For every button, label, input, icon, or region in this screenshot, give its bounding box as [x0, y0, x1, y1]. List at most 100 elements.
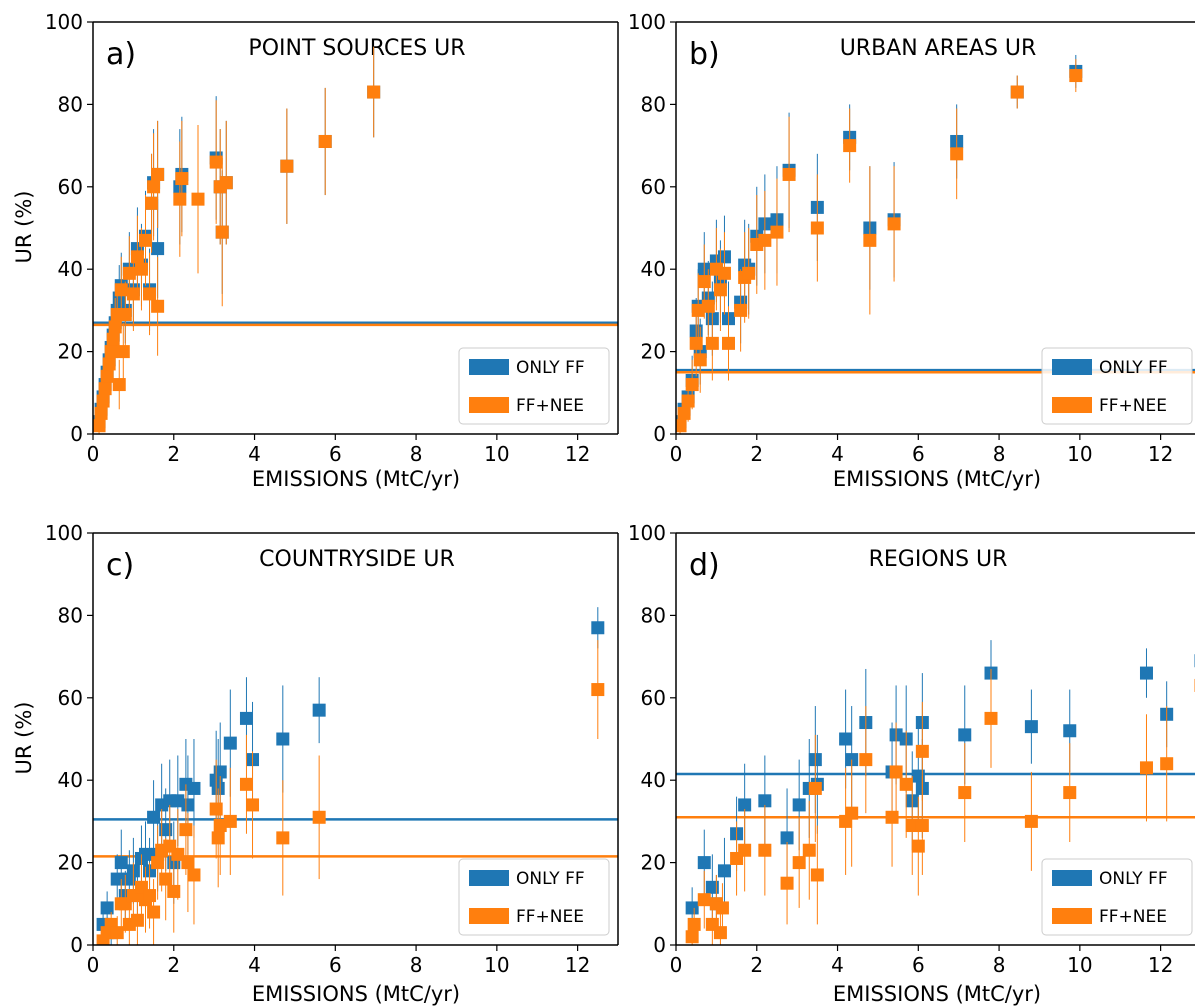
- x-tick-label: 2: [167, 953, 180, 977]
- data-point-ff-nee: [911, 839, 925, 853]
- x-tick-label: 0: [87, 953, 100, 977]
- data-point-ff-nee: [318, 134, 332, 148]
- data-point-only-ff: [151, 242, 165, 256]
- data-point-ff-nee: [280, 159, 294, 173]
- x-tick-label: 8: [993, 442, 1006, 466]
- legend: [1041, 347, 1193, 425]
- data-point-ff-nee: [808, 781, 822, 795]
- x-tick-label: 8: [410, 953, 423, 977]
- x-tick-label: 12: [1148, 442, 1173, 466]
- data-point-ff-nee: [782, 167, 796, 181]
- x-tick-label: 8: [993, 953, 1006, 977]
- data-point-only-ff: [1063, 724, 1077, 738]
- x-tick-label: 2: [750, 442, 763, 466]
- data-point-only-ff: [1139, 666, 1153, 680]
- data-point-ff-nee: [96, 394, 110, 408]
- x-tick-label: 12: [565, 442, 590, 466]
- data-point-ff-nee: [102, 357, 116, 371]
- data-point-ff-nee: [191, 192, 205, 206]
- data-point-ff-nee: [209, 155, 223, 169]
- data-point-ff-nee: [215, 225, 229, 239]
- data-point-ff-nee: [689, 336, 703, 350]
- data-point-only-ff: [1024, 720, 1038, 734]
- data-point-ff-nee: [112, 378, 126, 392]
- data-point-ff-nee: [106, 332, 120, 346]
- data-point-only-ff: [114, 856, 128, 870]
- data-point-ff-nee: [145, 196, 159, 210]
- data-point-ff-nee: [676, 419, 687, 433]
- y-tick-label: 40: [641, 768, 666, 792]
- y-tick-label: 100: [45, 521, 83, 545]
- x-tick-label: 8: [410, 442, 423, 466]
- data-point-ff-nee: [96, 934, 110, 945]
- data-point-only-ff: [159, 823, 173, 837]
- x-tick-label: 6: [329, 442, 342, 466]
- data-point-ff-nee: [239, 777, 253, 791]
- data-point-only-ff: [717, 864, 731, 878]
- y-tick-label: 40: [58, 768, 83, 792]
- x-tick-label: 6: [912, 953, 925, 977]
- data-point-ff-nee: [859, 753, 873, 767]
- data-point-only-ff: [697, 856, 711, 870]
- panel-a: a) POINT SOURCES UR EMISSIONS (MtC/yr) U…: [12, 10, 619, 491]
- legend-swatch-ff-nee: [469, 908, 509, 924]
- panel-d: d) REGIONS UR EMISSIONS (MtC/yr) 0 2 4 6 8 10…: [628, 521, 1195, 1006]
- x-tick-label: 4: [248, 953, 261, 977]
- legend-swatch-ff-nee: [469, 397, 509, 413]
- data-point-ff-nee: [915, 819, 929, 833]
- data-point-ff-nee: [175, 172, 189, 186]
- data-point-ff-nee: [691, 303, 705, 317]
- y-tick-label: 100: [628, 10, 666, 34]
- data-point-ff-nee: [159, 872, 173, 886]
- data-point-ff-nee: [223, 814, 237, 828]
- data-point-ff-nee: [758, 843, 772, 857]
- data-point-ff-nee: [134, 262, 148, 276]
- data-point-ff-nee: [958, 786, 972, 800]
- data-point-ff-nee: [742, 266, 756, 280]
- data-point-only-ff: [312, 703, 326, 717]
- data-point-ff-nee: [147, 180, 161, 194]
- data-point-ff-nee: [697, 275, 711, 289]
- data-point-ff-nee: [110, 926, 124, 940]
- data-point-only-ff: [839, 732, 853, 746]
- data-point-only-ff: [213, 765, 227, 779]
- data-point-only-ff: [171, 794, 185, 808]
- data-point-ff-nee: [130, 913, 144, 927]
- panel-letter: c): [106, 548, 134, 583]
- data-point-ff-nee: [905, 819, 919, 833]
- legend-swatch-only-ff: [469, 870, 509, 886]
- data-point-ff-nee: [276, 831, 290, 845]
- data-point-only-ff: [110, 872, 124, 886]
- data-point-ff-nee: [984, 711, 998, 725]
- plot-area: [93, 607, 618, 945]
- data-point-ff-nee: [173, 192, 187, 206]
- y-tick-label: 80: [641, 603, 666, 627]
- axes-frame: [675, 532, 1195, 946]
- data-point-ff-nee: [687, 917, 701, 931]
- data-point-ff-nee: [93, 419, 106, 433]
- data-point-only-ff: [685, 901, 699, 915]
- data-point-ff-nee: [211, 831, 225, 845]
- data-point-ff-nee: [104, 345, 118, 359]
- panel-title: COUNTRYSIDE UR: [259, 547, 455, 572]
- panel-title: REGIONS UR: [869, 547, 1008, 572]
- x-tick-label: 12: [1148, 953, 1173, 977]
- y-tick-label: 0: [70, 422, 83, 446]
- legend-label-only-ff: ONLY FF: [516, 869, 585, 889]
- legend-swatch-only-ff: [1052, 359, 1092, 375]
- data-point-ff-nee: [770, 225, 784, 239]
- y-tick-label: 20: [58, 851, 83, 875]
- data-point-ff-nee: [685, 930, 699, 944]
- data-point-ff-nee: [780, 876, 794, 890]
- panel-title: POINT SOURCES UR: [248, 36, 465, 61]
- y-tick-label: 20: [58, 340, 83, 364]
- y-tick-label: 60: [58, 686, 83, 710]
- y-tick-label: 80: [641, 92, 666, 116]
- data-point-only-ff: [223, 736, 237, 750]
- data-point-ff-nee: [685, 378, 699, 392]
- x-tick-label: 10: [484, 442, 509, 466]
- x-tick-label: 12: [565, 953, 590, 977]
- legend-label-only-ff: ONLY FF: [1099, 869, 1168, 889]
- legend: [458, 347, 610, 425]
